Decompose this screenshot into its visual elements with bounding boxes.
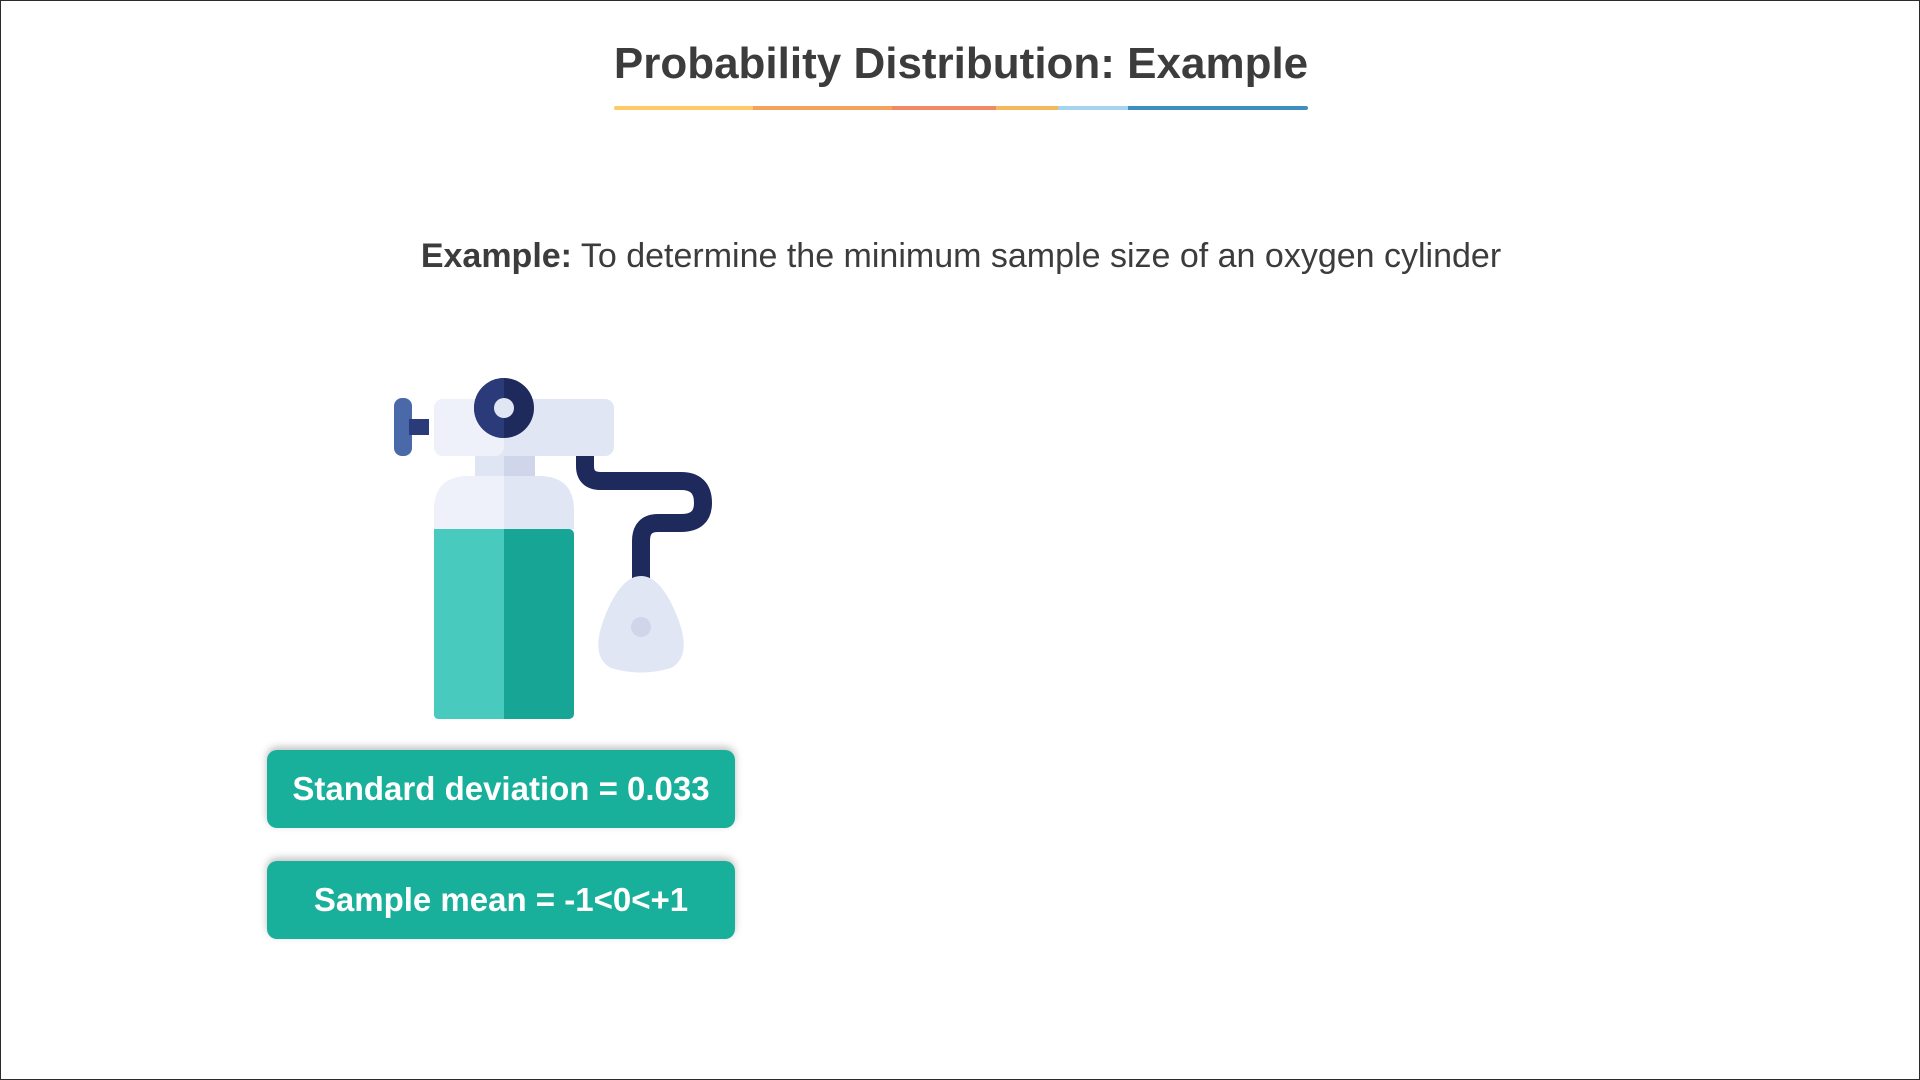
slide-title: Probability Distribution: Example xyxy=(613,39,1309,88)
sample-mean-badge: Sample mean = -1<0<+1 xyxy=(267,861,735,939)
example-description: Example: To determine the minimum sample… xyxy=(1,237,1920,276)
title-underline xyxy=(614,106,1308,110)
example-text: To determine the minimum sample size of … xyxy=(572,237,1502,275)
standard-deviation-badge: Standard deviation = 0.033 xyxy=(267,750,735,828)
oxygen-cylinder-icon xyxy=(381,371,741,731)
example-label: Example: xyxy=(420,237,573,275)
